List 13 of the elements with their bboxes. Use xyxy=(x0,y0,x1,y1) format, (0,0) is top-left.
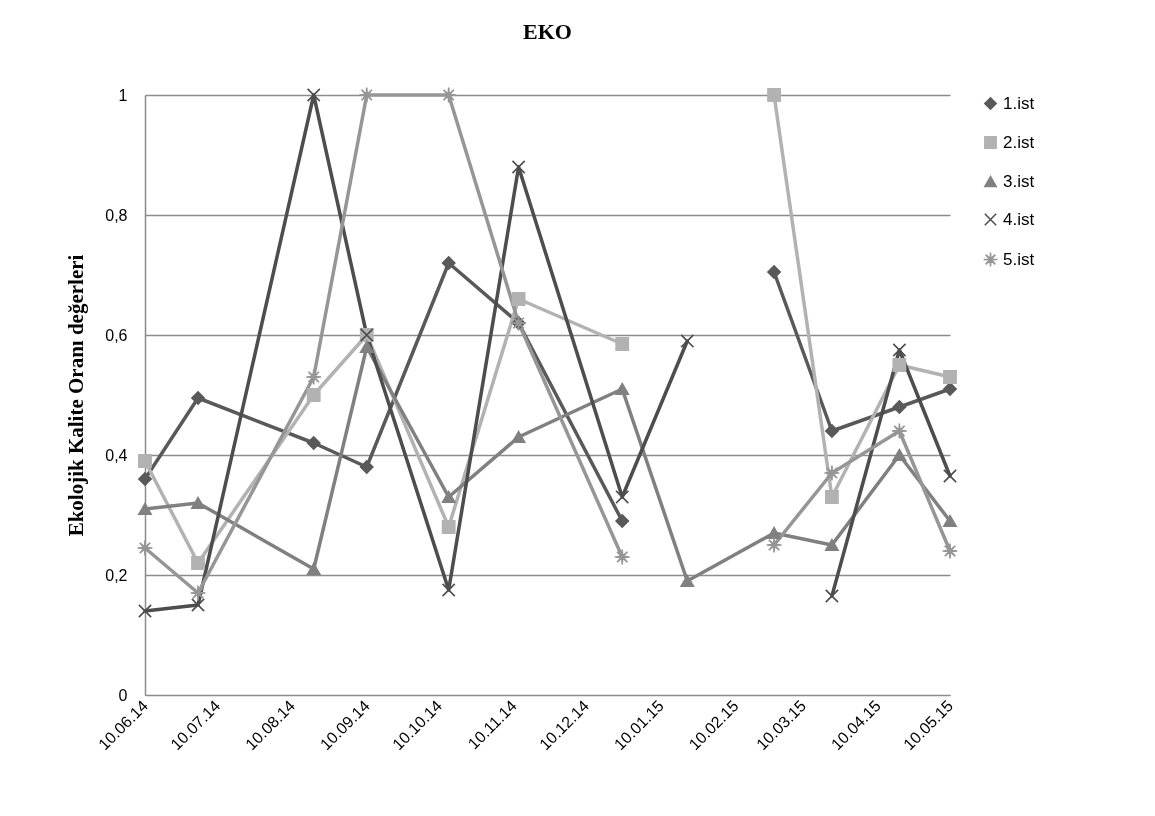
y-tick-label: 0 xyxy=(118,686,128,704)
legend-label: 1.ist xyxy=(1003,93,1035,113)
y-tick-label: 0,2 xyxy=(105,566,128,584)
legend-label: 2.ist xyxy=(1003,132,1035,152)
y-tick-label: 0,8 xyxy=(105,206,128,224)
y-axis-title: Ekolojik Kalite Oranı değerleri xyxy=(64,254,89,537)
legend-label: 5.ist xyxy=(1003,249,1035,269)
chart-title: EKO xyxy=(523,19,572,45)
legend-label: 4.ist xyxy=(1003,209,1035,229)
legend-label: 3.ist xyxy=(1003,171,1035,191)
y-tick-label: 1 xyxy=(118,86,128,104)
y-tick-label: 0,4 xyxy=(105,446,128,464)
y-tick-label: 0,6 xyxy=(105,326,128,344)
